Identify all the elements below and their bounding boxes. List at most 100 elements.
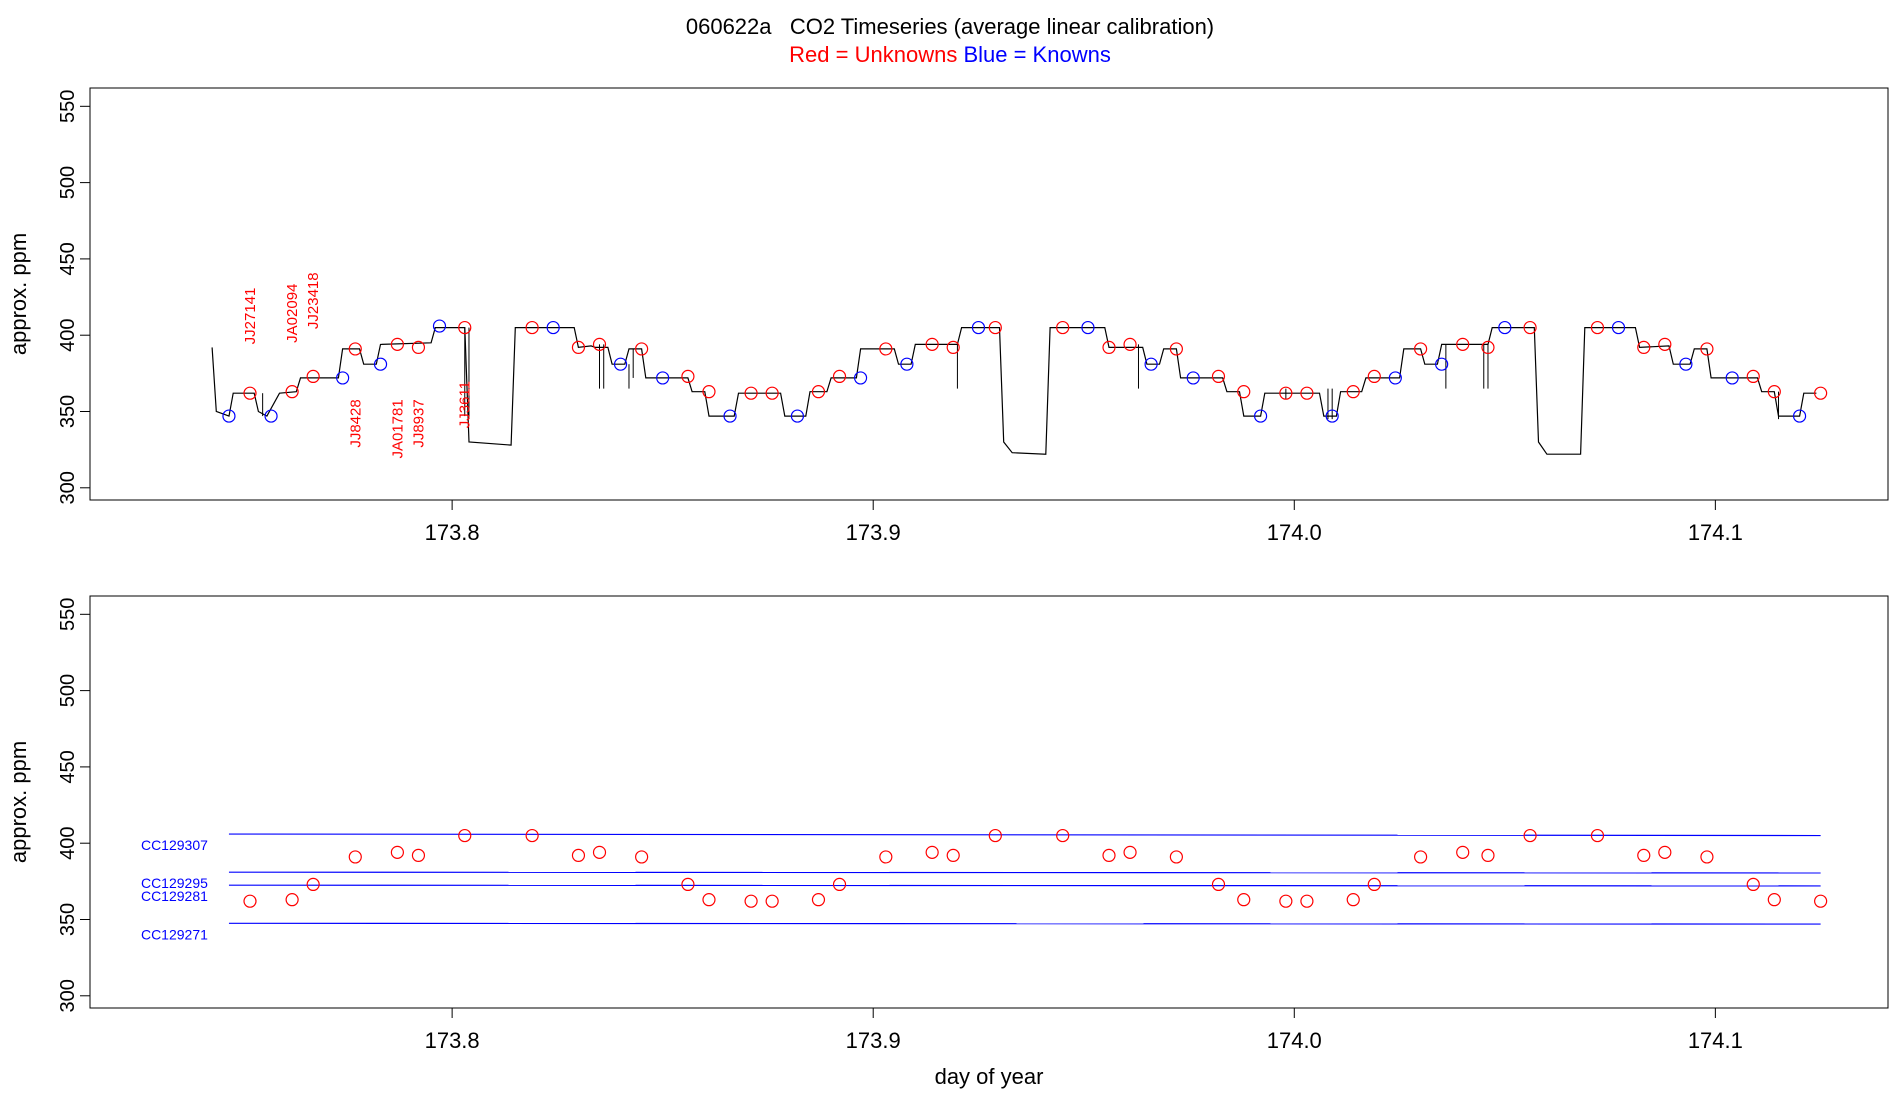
- unknown-point: [1523, 320, 1537, 335]
- unknown-point: [348, 850, 362, 864]
- unknown-point: [1346, 385, 1360, 399]
- unknown-point: [811, 385, 826, 399]
- unknown-point: [702, 893, 716, 907]
- unknown-point: [1814, 894, 1828, 908]
- unknown-point: [1746, 369, 1760, 383]
- sample-annotation: JJ27141: [242, 288, 259, 345]
- reference-line: [228, 884, 1821, 887]
- unknown-point: [306, 369, 320, 383]
- reference-line-label: CC129281: [141, 888, 208, 904]
- y-tick-label: 550: [57, 598, 79, 631]
- unknown-point: [681, 877, 695, 892]
- known-point: [790, 409, 805, 423]
- unknown-point: [525, 828, 539, 843]
- unknown-point: [765, 386, 779, 400]
- unknown-point: [879, 342, 893, 356]
- unknown-point: [1279, 894, 1293, 908]
- unknown-point: [635, 342, 649, 356]
- known-point: [336, 371, 350, 385]
- unknown-point: [243, 894, 257, 908]
- unknown-point: [1658, 845, 1672, 859]
- unknown-point: [1637, 848, 1651, 863]
- x-tick-label: 173.8: [425, 1028, 480, 1053]
- unknown-point: [1102, 340, 1116, 355]
- y-tick-label: 500: [57, 674, 79, 707]
- unknown-point: [879, 850, 893, 864]
- unknown-point: [988, 320, 1002, 335]
- unknown-point: [1346, 893, 1360, 907]
- unknown-point: [681, 369, 695, 383]
- y-tick-label: 450: [57, 242, 79, 275]
- known-point: [613, 357, 628, 371]
- known-point: [1611, 320, 1626, 335]
- known-point: [373, 357, 388, 371]
- chart-panel-1: 300 350 400 450 500 550 173.8 173.9 174.0 174.1 ap…: [6, 87, 1889, 545]
- unknown-point: [1481, 340, 1495, 355]
- unknown-point: [571, 848, 586, 863]
- known-point: [900, 357, 914, 371]
- unknown-point: [1590, 320, 1605, 335]
- known-point: [1435, 357, 1449, 371]
- unknown-point: [411, 340, 426, 355]
- unknown-point: [1481, 848, 1495, 863]
- reference-line-label: CC129295: [141, 875, 208, 891]
- unknown-point: [946, 340, 960, 355]
- sample-annotation: JJ8428: [347, 399, 364, 447]
- unknown-point: [285, 385, 299, 399]
- unknown-point: [285, 893, 299, 907]
- unknown-point: [744, 894, 758, 908]
- unknown-point: [1700, 850, 1714, 864]
- unknown-point: [1169, 342, 1183, 356]
- unknown-point: [1211, 877, 1226, 892]
- known-point: [1186, 371, 1200, 385]
- known-point: [1792, 409, 1807, 423]
- legend-unknowns: Red = Unknowns: [789, 42, 958, 67]
- unknown-point: [1237, 893, 1251, 907]
- known-point: [264, 409, 278, 423]
- x-tick-label: 174.0: [1267, 1028, 1322, 1053]
- known-point: [971, 320, 986, 335]
- unknown-point: [1767, 385, 1781, 399]
- x-tick-label: 173.9: [846, 520, 901, 545]
- sample-annotation: JA01781: [389, 399, 406, 458]
- co2-trace-line: [211, 327, 1817, 455]
- legend-knowns: Blue = Knowns: [963, 42, 1111, 67]
- chart-title: 060622a CO2 Timeseries (average linear c…: [685, 14, 1215, 39]
- unknown-point: [702, 385, 716, 399]
- x-tick-label: 174.1: [1688, 1028, 1743, 1053]
- unknown-point: [390, 337, 404, 351]
- sample-annotation: JA02094: [284, 284, 301, 343]
- y-tick-label: 350: [57, 903, 79, 936]
- known-point: [432, 319, 447, 333]
- unknown-point: [1123, 845, 1137, 859]
- y-tick-label: 450: [57, 750, 79, 783]
- known-point: [656, 371, 670, 385]
- sample-annotation: JJ8937: [410, 399, 427, 447]
- plot-frame: [89, 87, 1889, 501]
- unknown-point: [1456, 337, 1470, 351]
- sample-annotation: JJ3611: [457, 381, 474, 428]
- unknown-point: [635, 850, 649, 864]
- known-point: [222, 409, 236, 423]
- known-point: [1144, 357, 1158, 371]
- y-tick-label: 550: [57, 90, 79, 123]
- unknown-point: [1056, 828, 1070, 843]
- unknown-point: [1590, 828, 1605, 843]
- known-point: [1325, 409, 1339, 423]
- unknown-point: [1700, 342, 1714, 356]
- unknown-point: [1523, 828, 1537, 843]
- y-axis-label: approx. ppm: [6, 741, 31, 863]
- known-point: [1725, 371, 1739, 385]
- unknown-point: [458, 828, 472, 843]
- unknown-point: [1746, 877, 1760, 892]
- known-point: [1679, 357, 1693, 371]
- unknown-point: [411, 848, 426, 863]
- unknown-point: [348, 342, 362, 356]
- x-axis-label: day of year: [935, 1064, 1044, 1089]
- unknown-point: [1658, 337, 1672, 351]
- unknown-point: [946, 848, 960, 863]
- unknown-point: [571, 340, 586, 355]
- unknown-point: [1279, 386, 1293, 400]
- known-point: [853, 371, 868, 385]
